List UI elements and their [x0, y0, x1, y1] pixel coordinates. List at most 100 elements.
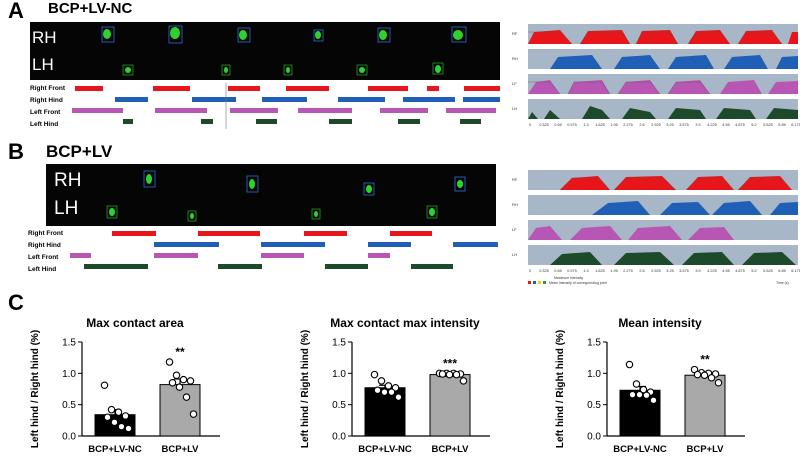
data-point [452, 370, 461, 379]
x-tick-label: 1.625 [595, 269, 605, 273]
intensity-row-label-rf-a: RF [512, 31, 518, 36]
panel-letter-a: A [8, 0, 24, 23]
footprints-a [101, 25, 467, 76]
x-tick-label: 0.325 [539, 269, 549, 273]
y-axis-label: Left hind / Right hind (%) [555, 330, 566, 448]
data-point [700, 371, 709, 379]
bar-chart-svg: Left hind / Right hind (%) 0.0 0.5 1.0 1.5 BC… [30, 330, 220, 455]
x-tick-label: 0.975 [567, 123, 577, 127]
trace-rf-b [560, 176, 792, 190]
gait-label-lf-b: Left Front [28, 254, 59, 261]
intensity-row-label-rf-b: RF [512, 177, 518, 182]
x-tick-label: 1.3 [583, 123, 588, 127]
x-tick-label: 1.95 [610, 123, 617, 127]
x-tick-label: 5.85 [778, 269, 785, 273]
footprints-b [106, 170, 466, 222]
data-point [114, 408, 123, 416]
data-point [110, 418, 119, 426]
x-tick-label: 2.925 [651, 123, 661, 127]
category-label: BCP+LV [431, 444, 469, 455]
data-point [628, 390, 637, 399]
x-tick-label: 4.55 [722, 123, 729, 127]
x-tick-label: 5.85 [778, 123, 785, 127]
y-tick-label: 1.5 [62, 338, 76, 349]
x-tick-label: 3.25 [666, 123, 673, 127]
x-tick-label: 0 [529, 123, 531, 127]
x-tick-label: 5.2 [751, 269, 756, 273]
gait-label-rf: Right Front [30, 85, 66, 92]
x-tick-label: 1.625 [595, 123, 605, 127]
x-unit-label: Time (s) [776, 281, 789, 285]
significance-label: ** [175, 345, 185, 359]
panel-b-title: BCP+LV [46, 142, 113, 161]
data-point [632, 380, 641, 388]
chart-title: Max contact max intensity [330, 316, 480, 330]
gait-label-lf: Left Front [30, 109, 61, 116]
data-point [445, 370, 454, 379]
x-tick-label: 2.275 [623, 269, 633, 273]
gait-label-rh: Right Hind [30, 97, 63, 104]
data-point [107, 405, 116, 414]
bar-chart-intensity: Max contact max intensity Left hind / Ri… [290, 312, 520, 471]
gait-row-labels-b: Right Front Right Hind Left Front Left H… [28, 230, 64, 273]
y-tick-label: 0.0 [62, 432, 76, 443]
x-tick-label: 1.95 [610, 269, 617, 273]
x-tick-label: 3.25 [666, 269, 673, 273]
paw-label-lh-b: LH [54, 198, 79, 219]
bar-chart-area: Max contact area Left hind / Right hind … [20, 312, 250, 471]
bar-bcp-lv [429, 374, 471, 437]
intensity-x-ticks-b: 0 0.325 0.65 0.975 1.3 1.625 1.95 2.275 2.6 2.925… [529, 269, 800, 273]
x-tick-label: 2.6 [639, 269, 644, 273]
data-point [707, 373, 716, 382]
gait-row-labels-a: Right Front Right Hind Left Front Left H… [30, 85, 66, 128]
y-tick-label: 0.5 [332, 400, 346, 411]
data-point [186, 377, 195, 385]
data-point [179, 375, 188, 384]
data-point [693, 370, 702, 379]
legend-mean: Mean Intensity of corresponding print [549, 281, 607, 285]
footprint-image-a: RH LH [30, 22, 500, 80]
data-point [117, 422, 126, 431]
legend-max: Maximum Intensity [554, 276, 583, 280]
y-tick-label: 0.5 [587, 400, 601, 411]
x-tick-label: 2.275 [623, 123, 633, 127]
x-tick-label: 6.175 [791, 123, 800, 127]
trace-rh-b [592, 201, 798, 215]
data-point [649, 396, 658, 405]
category-label: BCP+LV [161, 444, 199, 455]
bar-chart-svg: Left hind / Right hind (%) 0.0 0.5 1.0 1.5 BC… [555, 330, 745, 455]
x-tick-label: 0.65 [554, 269, 561, 273]
data-point [175, 383, 184, 391]
x-tick-label: 6.175 [791, 269, 800, 273]
x-tick-label: 3.575 [679, 123, 689, 127]
x-tick-label: 5.525 [763, 123, 773, 127]
y-tick-label: 1.5 [587, 338, 601, 349]
data-point [387, 388, 396, 396]
paw-label-lh: LH [32, 55, 54, 74]
bar-chart-mean: Mean intensity Left hind / Right hind (%… [545, 312, 775, 471]
x-tick-label: 1.3 [583, 269, 588, 273]
x-tick-label: 3.9 [695, 269, 700, 273]
intensity-rows-b: RF RH LF LH [512, 170, 798, 265]
data-point [124, 424, 133, 433]
category-label: BCP+LV-NC [613, 444, 667, 455]
data-point [384, 382, 393, 390]
paw-label-rh-b: RH [54, 170, 82, 191]
intensity-row-label-rh-a: RH [512, 56, 518, 61]
panel-letter-c: C [8, 290, 24, 315]
data-point [635, 390, 644, 399]
trace-lh-b [550, 252, 796, 265]
data-point [121, 412, 130, 420]
gait-label-rh-b: Right Hind [28, 242, 61, 249]
intensity-plot-a: RF RH LF LH 0 0.325 0.65 0.975 1.3 1.625 1.95 2… [512, 24, 800, 127]
x-tick-label: 4.225 [707, 269, 717, 273]
chart-title: Mean intensity [618, 316, 702, 330]
data-point [370, 370, 379, 379]
x-tick-label: 5.2 [751, 123, 756, 127]
data-point [373, 386, 382, 395]
category-label: BCP+LV-NC [358, 444, 412, 455]
x-tick-label: 3.9 [695, 123, 700, 127]
data-point [377, 377, 386, 385]
intensity-legend-b: Maximum Intensity Mean Intensity of corr… [528, 276, 789, 285]
footprint-image-b: RH LH [46, 164, 496, 226]
